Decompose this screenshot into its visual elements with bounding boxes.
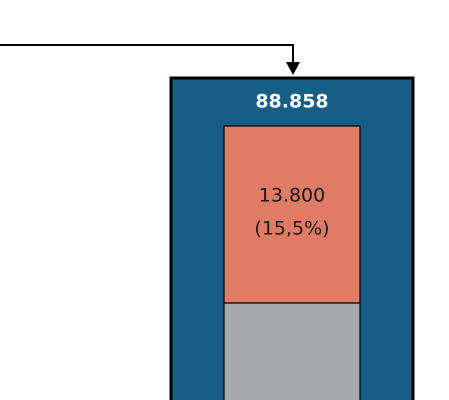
segment-share: (15,5%)	[254, 218, 329, 240]
segment-rest	[223, 302, 361, 400]
box-label: 88.858	[255, 91, 328, 113]
segment-highlight	[223, 125, 361, 304]
connector-line	[0, 44, 294, 64]
arrowhead	[286, 62, 300, 75]
segment-value: 13.800	[259, 185, 325, 207]
